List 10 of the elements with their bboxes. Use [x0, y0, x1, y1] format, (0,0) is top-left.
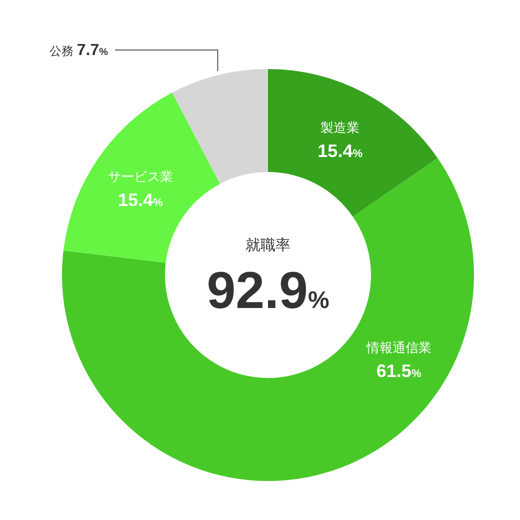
data-label: 15.4%	[118, 190, 163, 210]
slice-label: 製造業	[320, 120, 360, 135]
data-label: 15.4%	[318, 140, 363, 161]
slice-label: サービス業	[108, 169, 173, 184]
data-label: 61.5%	[376, 361, 422, 382]
text: 就職率	[246, 237, 290, 254]
slice-label: 情報通信業	[365, 340, 432, 356]
text: 92.9%	[206, 262, 330, 320]
slice-label: 公務	[50, 44, 77, 58]
data-label: 7.7%	[76, 42, 108, 59]
